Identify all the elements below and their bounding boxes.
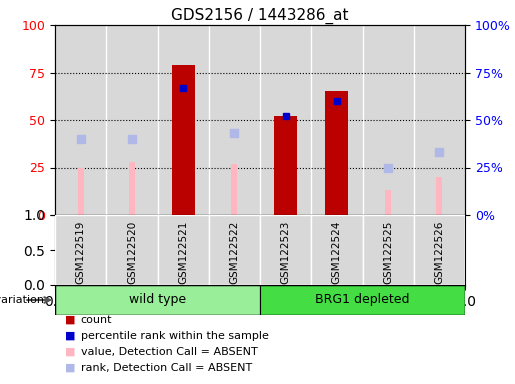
Text: GSM122520: GSM122520 (127, 220, 137, 284)
Text: ■: ■ (65, 347, 76, 357)
Bar (274, 116, 297, 215)
Bar (385, 190, 391, 215)
Bar (106, 215, 158, 285)
Text: percentile rank within the sample: percentile rank within the sample (81, 331, 269, 341)
Bar (158, 25, 209, 215)
Text: GSM122521: GSM122521 (178, 220, 188, 284)
Bar (436, 177, 442, 215)
Title: GDS2156 / 1443286_at: GDS2156 / 1443286_at (171, 7, 349, 24)
Bar (260, 215, 311, 285)
Bar (55, 215, 106, 285)
Bar (129, 162, 135, 215)
Text: GSM122523: GSM122523 (281, 220, 290, 284)
Bar (209, 25, 260, 215)
Text: ■: ■ (65, 363, 76, 373)
Text: wild type: wild type (129, 293, 186, 306)
Bar (106, 25, 158, 215)
Text: GSM122526: GSM122526 (434, 220, 444, 284)
Text: ■: ■ (65, 331, 76, 341)
Text: genotype/variation: genotype/variation (0, 295, 45, 305)
Text: ■: ■ (65, 315, 76, 325)
Bar (311, 215, 363, 285)
Bar (414, 25, 465, 215)
Bar (414, 215, 465, 285)
Text: GSM122519: GSM122519 (76, 220, 85, 284)
Text: value, Detection Call = ABSENT: value, Detection Call = ABSENT (81, 347, 258, 357)
Text: count: count (81, 315, 112, 325)
Bar (171, 65, 195, 215)
Bar (55, 25, 106, 215)
Bar (78, 167, 84, 215)
Bar (231, 164, 237, 215)
Bar (260, 25, 311, 215)
Bar (260, 285, 465, 315)
Bar (283, 167, 289, 215)
Bar (55, 285, 260, 315)
Text: GSM122522: GSM122522 (229, 220, 239, 284)
Bar (158, 215, 209, 285)
Text: rank, Detection Call = ABSENT: rank, Detection Call = ABSENT (81, 363, 252, 373)
Text: GSM122524: GSM122524 (332, 220, 342, 284)
Text: BRG1 depleted: BRG1 depleted (315, 293, 410, 306)
Bar (311, 25, 363, 215)
Bar (334, 167, 340, 215)
Bar (209, 215, 260, 285)
Text: GSM122525: GSM122525 (383, 220, 393, 284)
Bar (363, 25, 414, 215)
Bar (363, 215, 414, 285)
Bar (325, 91, 349, 215)
